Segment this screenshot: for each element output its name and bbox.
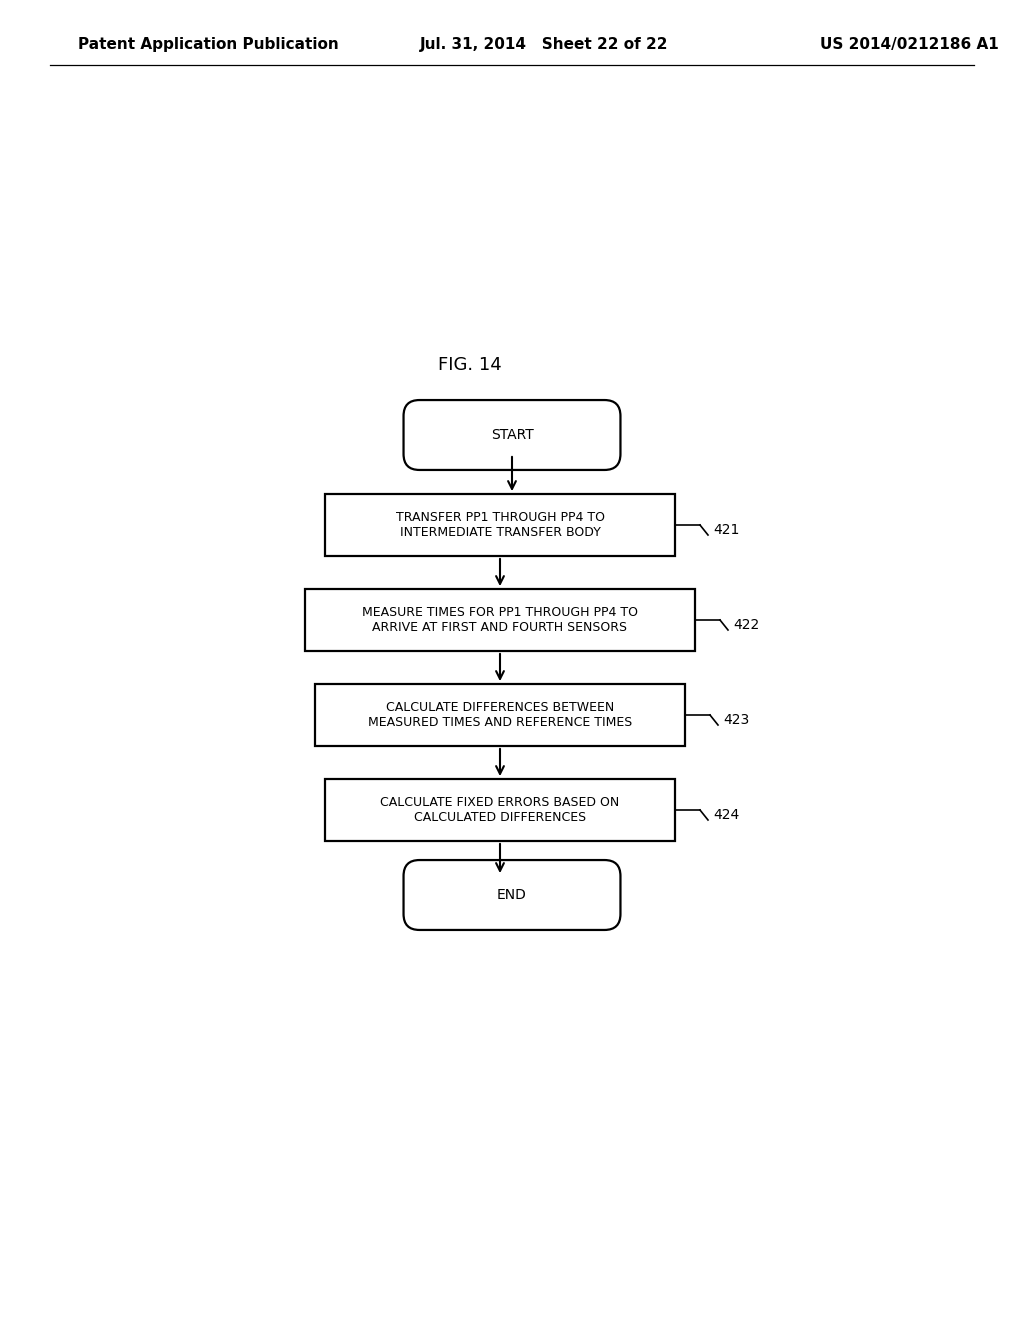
Text: END: END xyxy=(497,888,527,902)
FancyBboxPatch shape xyxy=(403,400,621,470)
Text: Jul. 31, 2014   Sheet 22 of 22: Jul. 31, 2014 Sheet 22 of 22 xyxy=(420,37,669,53)
Text: TRANSFER PP1 THROUGH PP4 TO
INTERMEDIATE TRANSFER BODY: TRANSFER PP1 THROUGH PP4 TO INTERMEDIATE… xyxy=(395,511,604,539)
Text: FIG. 14: FIG. 14 xyxy=(438,356,502,374)
FancyBboxPatch shape xyxy=(403,861,621,931)
Bar xyxy=(325,779,675,841)
Text: 421: 421 xyxy=(713,523,739,537)
Text: 423: 423 xyxy=(723,713,750,727)
Text: US 2014/0212186 A1: US 2014/0212186 A1 xyxy=(820,37,998,53)
Text: 424: 424 xyxy=(713,808,739,822)
Text: 422: 422 xyxy=(733,618,759,632)
Bar xyxy=(315,684,685,746)
Text: MEASURE TIMES FOR PP1 THROUGH PP4 TO
ARRIVE AT FIRST AND FOURTH SENSORS: MEASURE TIMES FOR PP1 THROUGH PP4 TO ARR… xyxy=(362,606,638,634)
Text: Patent Application Publication: Patent Application Publication xyxy=(78,37,339,53)
Text: CALCULATE DIFFERENCES BETWEEN
MEASURED TIMES AND REFERENCE TIMES: CALCULATE DIFFERENCES BETWEEN MEASURED T… xyxy=(368,701,632,729)
Text: START: START xyxy=(490,428,534,442)
Bar xyxy=(325,494,675,556)
Text: CALCULATE FIXED ERRORS BASED ON
CALCULATED DIFFERENCES: CALCULATE FIXED ERRORS BASED ON CALCULAT… xyxy=(380,796,620,824)
Bar xyxy=(305,589,695,651)
